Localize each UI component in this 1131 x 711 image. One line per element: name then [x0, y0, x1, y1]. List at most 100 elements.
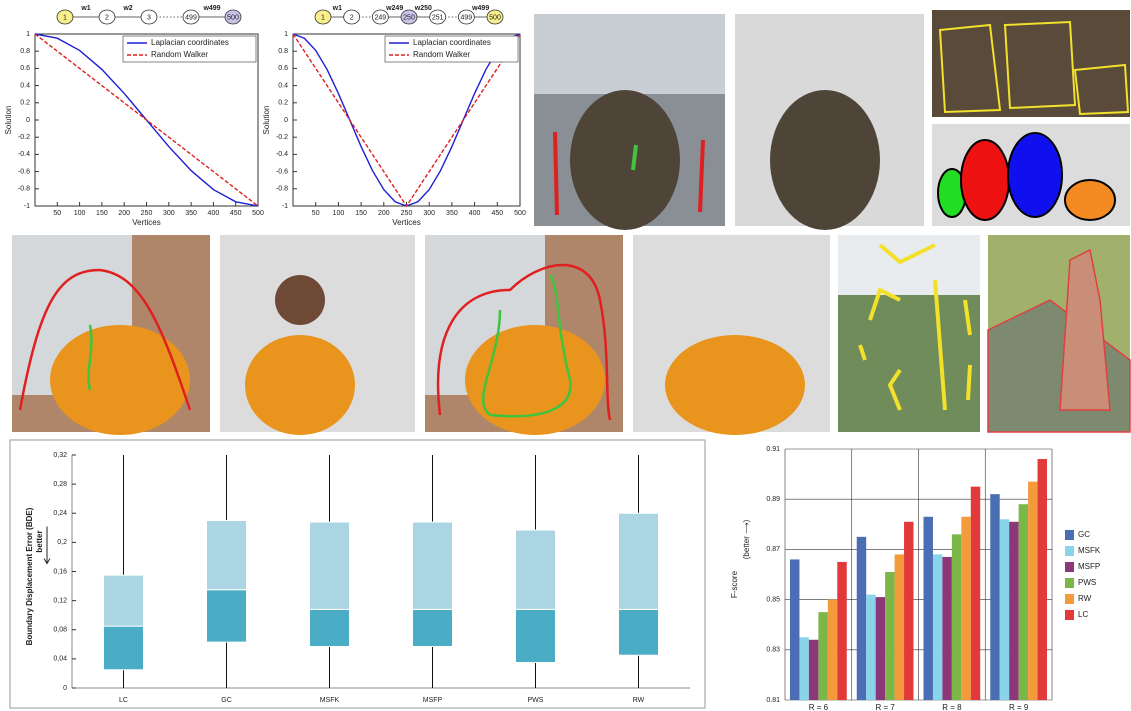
figure: w1w2w499123499500-1-0.8-0.6-0.4-0.200.20… [0, 0, 1131, 711]
y-axis-label: F-score [730, 570, 739, 598]
y-tick-label: 0,16 [53, 568, 67, 575]
node-label: 2 [350, 14, 354, 21]
y-tick-label: -0.4 [18, 151, 30, 158]
x-tick-label: 50 [312, 210, 320, 217]
y-tick-label: 0.6 [278, 65, 288, 72]
x-tick-label: 200 [118, 210, 130, 217]
x-tick-label: 450 [491, 210, 503, 217]
y-annotation: (better ⟶) [742, 519, 751, 559]
x-tick-label: 50 [53, 210, 61, 217]
y-tick-label: 0.8 [278, 48, 288, 55]
y-tick-label: 0,04 [53, 656, 67, 663]
x-tick-label: 250 [401, 210, 413, 217]
y-tick-label: -0.4 [276, 151, 288, 158]
y-tick-label: -0.8 [276, 186, 288, 193]
y-tick-label: 0.2 [20, 100, 30, 107]
bar [1019, 504, 1028, 700]
y-tick-label: 0 [284, 117, 288, 124]
x-tick-label: 200 [378, 210, 390, 217]
bar [1038, 459, 1047, 700]
x-tick-label: MSFP [423, 697, 443, 704]
photo-people [570, 90, 680, 230]
photo-robes [665, 335, 805, 435]
y-tick-label: 0.4 [20, 82, 30, 89]
box-upper [619, 513, 659, 609]
x-tick-label: 100 [333, 210, 345, 217]
legend-swatch [1065, 578, 1074, 588]
legend-label: Laplacian coordinates [151, 38, 229, 47]
edge-label: w1 [332, 5, 342, 12]
x-tick-label: 150 [355, 210, 367, 217]
x-tick-label: 100 [74, 210, 86, 217]
x-tick-label: R = 9 [1009, 703, 1029, 711]
photo-robe [245, 335, 355, 435]
legend-label: MSFP [1078, 562, 1100, 571]
y-tick-label: 1 [284, 31, 288, 38]
node-label: 2 [105, 14, 109, 21]
photo-sky [534, 14, 725, 94]
y-tick-label: 0,08 [53, 627, 67, 634]
bar [933, 554, 942, 700]
y-tick-label: -0.8 [18, 186, 30, 193]
y-tick-label: 0.8 [20, 48, 30, 55]
y-tick-label: 0.85 [766, 596, 780, 603]
edge-label: w2 [122, 5, 132, 12]
node-label: 500 [227, 14, 239, 21]
bar [790, 559, 799, 700]
legend-swatch [1065, 594, 1074, 604]
x-tick-label: R = 7 [875, 703, 895, 711]
bar [990, 494, 999, 700]
x-tick-label: 450 [230, 210, 242, 217]
y-axis-label: Solution [262, 106, 271, 135]
x-tick-label: PWS [528, 697, 544, 704]
legend-swatch [1065, 610, 1074, 620]
bar [837, 562, 846, 700]
box-lower [310, 609, 350, 646]
y-tick-label: -0.2 [276, 134, 288, 141]
box-upper [207, 521, 247, 590]
bar [885, 572, 894, 700]
photos [12, 10, 1130, 435]
node-label: 499 [460, 14, 472, 21]
y-tick-label: 1 [26, 31, 30, 38]
y-annotation: better [35, 530, 44, 552]
y-tick-label: 0,2 [57, 539, 67, 546]
box-upper [413, 522, 453, 609]
x-tick-label: 250 [141, 210, 153, 217]
x-tick-label: 400 [469, 210, 481, 217]
photo-people [770, 90, 880, 230]
node-label: 250 [403, 14, 415, 21]
y-tick-label: -0.2 [18, 134, 30, 141]
photo-sky [838, 235, 980, 295]
node-label: 251 [432, 14, 444, 21]
y-tick-label: 0 [63, 685, 67, 692]
legend-swatch [1065, 530, 1074, 540]
legend-label: Laplacian coordinates [413, 38, 491, 47]
bar [818, 612, 827, 700]
bar [828, 600, 837, 700]
bar [1028, 482, 1037, 700]
segment [1008, 133, 1062, 217]
x-tick-label: GC [221, 697, 232, 704]
bar [809, 640, 818, 700]
bar [1000, 519, 1009, 700]
y-tick-label: 0,12 [53, 597, 67, 604]
bar [895, 554, 904, 700]
x-tick-label: 300 [163, 210, 175, 217]
y-tick-label: -1 [282, 203, 288, 210]
bar [904, 522, 913, 700]
node-label: 3 [147, 14, 151, 21]
box-upper [310, 522, 350, 609]
y-tick-label: 0.2 [278, 100, 288, 107]
bar [857, 537, 866, 700]
y-axis-label: Boundary Displacement Error (BDE) [25, 507, 34, 645]
y-tick-label: 0,24 [53, 510, 67, 517]
edge-label: w1 [80, 5, 90, 12]
y-tick-label: 0.83 [766, 647, 780, 654]
y-tick-label: -1 [24, 203, 30, 210]
y-tick-label: 0.91 [766, 446, 780, 453]
legend-swatch [1065, 562, 1074, 572]
x-axis-label: Vertices [132, 218, 160, 227]
x-tick-label: 500 [252, 210, 264, 217]
y-tick-label: 0.4 [278, 82, 288, 89]
